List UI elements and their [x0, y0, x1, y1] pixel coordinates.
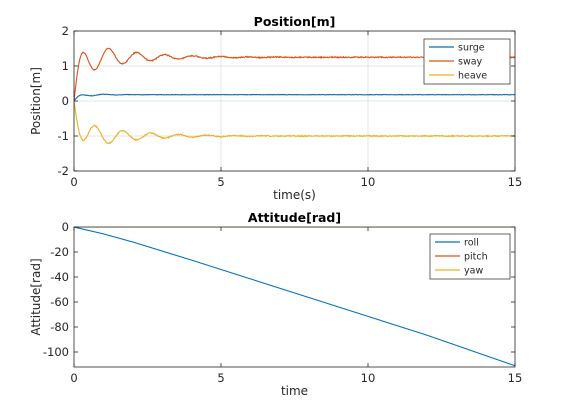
x-tick-label: 0: [70, 371, 77, 385]
y-tick-label: -1: [58, 129, 69, 143]
legend-label-roll: roll: [464, 238, 479, 249]
y-tick-label: -40: [50, 270, 69, 284]
position-title: Position[m]: [254, 14, 336, 29]
attitude-title: Attitude[rad]: [248, 210, 341, 225]
x-tick-label: 5: [217, 175, 224, 189]
x-tick-label: 15: [508, 175, 523, 189]
legend-label-pitch: pitch: [464, 252, 488, 263]
x-tick-label: 5: [217, 371, 224, 385]
y-tick-label: -2: [58, 164, 69, 178]
y-tick-label: 2: [62, 24, 69, 38]
attitude-ylabel: Attitude[rad]: [29, 258, 43, 335]
attitude-series-lines: [74, 227, 515, 367]
y-tick-label: 0: [62, 94, 69, 108]
attitude-axes-box: [73, 226, 516, 368]
legend-label-sway: sway: [458, 57, 483, 68]
position-xlabel: time(s): [273, 188, 316, 202]
attitude-legend[interactable]: roll pitch yaw: [429, 233, 511, 280]
attitude-chart: 0 5 10 15 0 -20 -40 -60 -80 -100 Attitude[rad] ti…: [29, 210, 522, 398]
series-line-surge: [74, 93, 515, 102]
y-tick-label: -20: [50, 245, 69, 259]
y-tick-label: -100: [43, 345, 69, 359]
series-line-roll: [74, 227, 515, 367]
legend-label-yaw: yaw: [464, 266, 483, 277]
legend-label-heave: heave: [458, 71, 487, 82]
legend-label-surge: surge: [458, 43, 485, 54]
x-tick-label: 10: [361, 175, 376, 189]
attitude-xlabel: time: [281, 384, 308, 398]
y-tick-label: -80: [50, 320, 69, 334]
position-ylabel: Position[m]: [29, 67, 43, 135]
y-tick-label: 0: [62, 220, 69, 234]
x-tick-label: 15: [508, 371, 523, 385]
y-tick-label: 1: [62, 59, 69, 73]
series-line-heave: [74, 100, 515, 145]
y-tick-label: -60: [50, 295, 69, 309]
position-legend[interactable]: surge sway heave: [423, 38, 511, 85]
x-tick-label: 0: [70, 175, 77, 189]
x-tick-label: 10: [361, 371, 376, 385]
attitude-ticks: 0 5 10 15 0 -20 -40 -60 -80 -100: [43, 220, 522, 385]
